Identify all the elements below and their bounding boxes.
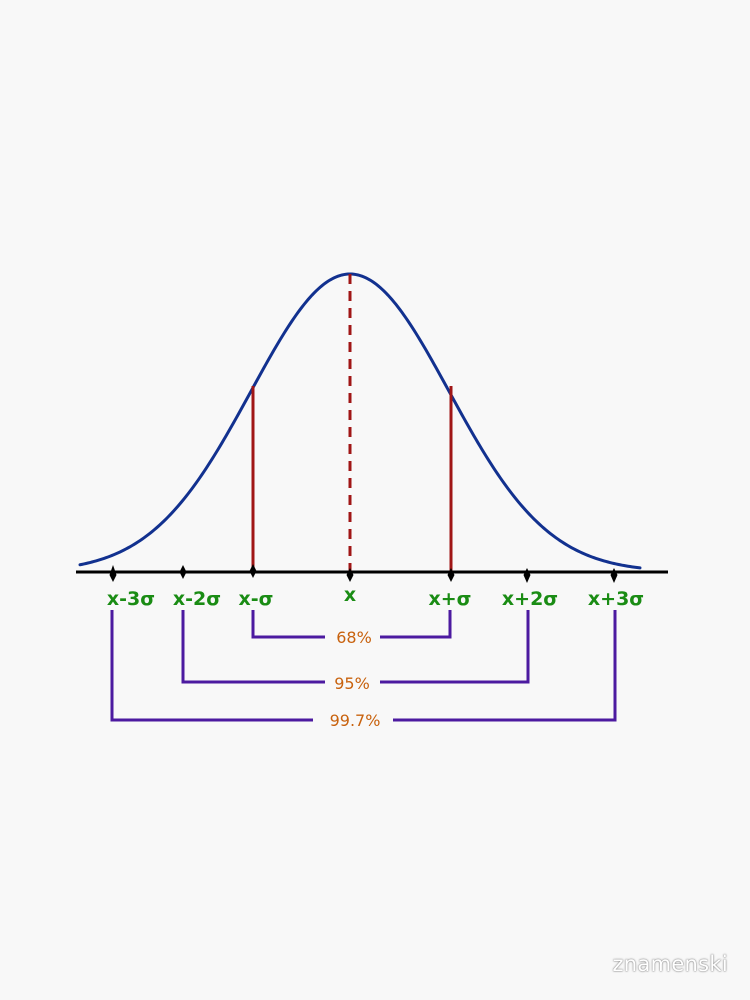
tick-marker-minus-3	[109, 565, 117, 582]
label-plus-two-sigma: x+2σ	[502, 588, 558, 610]
label-minus-one-sigma: x-σ	[239, 588, 274, 610]
percent-three-sigma: 99.7%	[330, 711, 381, 730]
watermark-text: znamenski	[612, 952, 728, 976]
tick-marker-mean	[346, 568, 354, 582]
percent-one-sigma: 68%	[336, 628, 372, 647]
bracket-three-sigma	[110, 610, 617, 722]
label-minus-three-sigma: x-3σ	[107, 588, 155, 610]
percent-two-sigma: 95%	[334, 674, 370, 693]
label-minus-two-sigma: x-2σ	[173, 588, 221, 610]
tick-marker-plus-3	[610, 568, 618, 583]
label-mean: x	[344, 584, 356, 606]
tick-marker-plus-1	[447, 568, 455, 582]
tick-marker-minus-2	[179, 565, 187, 579]
label-plus-one-sigma: x+σ	[429, 588, 472, 610]
bracket-two-sigma	[181, 610, 530, 684]
bracket-one-sigma	[251, 610, 452, 639]
label-plus-three-sigma: x+3σ	[588, 588, 644, 610]
tick-marker-plus-2	[523, 568, 531, 583]
tick-marker-minus-1	[249, 564, 257, 578]
bell-curve	[78, 272, 642, 570]
